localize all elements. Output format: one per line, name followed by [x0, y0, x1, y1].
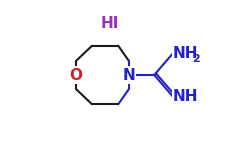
Text: HI: HI: [101, 16, 119, 32]
Text: NH: NH: [173, 89, 199, 104]
Text: N: N: [122, 68, 135, 82]
Text: 2: 2: [192, 54, 200, 64]
Text: O: O: [70, 68, 83, 82]
Text: NH: NH: [173, 46, 199, 61]
